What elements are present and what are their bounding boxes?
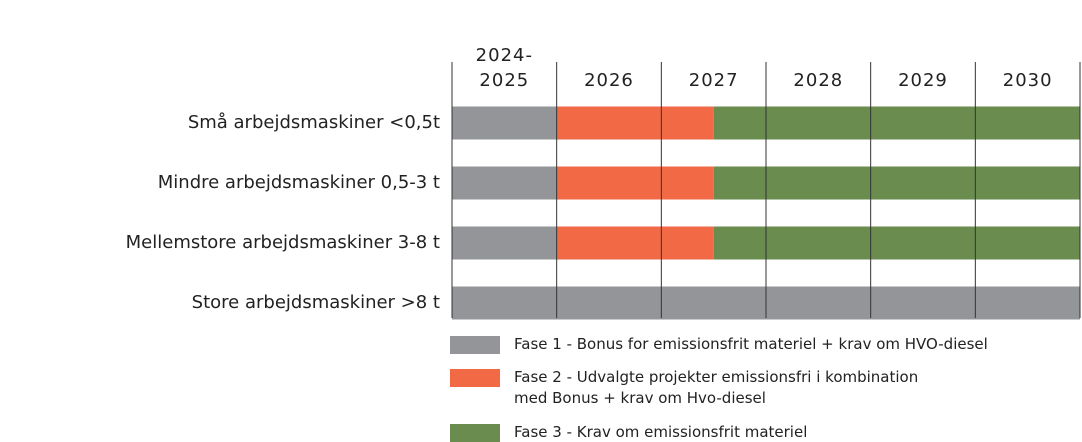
bar-segment (452, 226, 557, 260)
bar-segment (556, 166, 714, 200)
column-label: 2026 (584, 70, 634, 91)
row-label: Mindre arbejdsmaskiner 0,5-3 t (157, 172, 440, 193)
bar-segment (452, 106, 557, 140)
legend-label: Fase 3 - Krav om emissionsfrit materiel (514, 423, 808, 441)
legend-label: Fase 2 - Udvalgte projekter emissionsfri… (514, 368, 919, 407)
legend-swatch (450, 336, 500, 354)
bar-segment (556, 226, 714, 260)
bar-segment (713, 106, 1080, 140)
column-label: 2029 (898, 70, 948, 91)
bar-segment (713, 166, 1080, 200)
legend-swatch (450, 424, 500, 442)
column-label: 2028 (793, 70, 844, 91)
column-label: 2024- 2025 (475, 45, 533, 91)
row-label: Store arbejdsmaskiner >8 t (191, 292, 440, 313)
legend-swatch (450, 369, 500, 387)
bar-segment (452, 166, 557, 200)
row-label: Mellemstore arbejdsmaskiner 3-8 t (125, 232, 440, 253)
column-label: 2030 (1002, 70, 1053, 91)
bar-segment (556, 106, 714, 140)
legend-label: Fase 1 - Bonus for emissionsfrit materie… (514, 335, 988, 353)
row-label: Små arbejdsmaskiner <0,5t (187, 112, 440, 133)
column-label: 2027 (688, 70, 739, 91)
bar-segment (713, 226, 1080, 260)
